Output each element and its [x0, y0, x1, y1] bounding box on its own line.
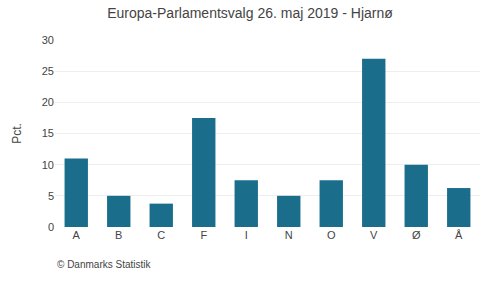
svg-text:© Danmarks Statistik: © Danmarks Statistik — [57, 259, 152, 270]
svg-text:Å: Å — [455, 229, 463, 241]
svg-text:B: B — [115, 229, 122, 241]
svg-text:C: C — [157, 229, 165, 241]
svg-text:25: 25 — [42, 65, 54, 77]
svg-text:F: F — [200, 229, 207, 241]
svg-text:A: A — [73, 229, 81, 241]
svg-text:Pct.: Pct. — [10, 123, 24, 144]
svg-text:Ø: Ø — [412, 229, 421, 241]
svg-text:Europa-Parlamentsvalg 26. maj: Europa-Parlamentsvalg 26. maj 2019 - Hja… — [107, 5, 393, 21]
svg-text:5: 5 — [48, 190, 54, 202]
svg-text:V: V — [370, 229, 378, 241]
svg-text:30: 30 — [42, 34, 54, 46]
svg-text:15: 15 — [42, 127, 54, 139]
svg-text:10: 10 — [42, 159, 54, 171]
svg-text:0: 0 — [48, 221, 54, 233]
svg-text:O: O — [327, 229, 336, 241]
svg-text:20: 20 — [42, 96, 54, 108]
svg-text:N: N — [285, 229, 293, 241]
svg-text:I: I — [245, 229, 248, 241]
